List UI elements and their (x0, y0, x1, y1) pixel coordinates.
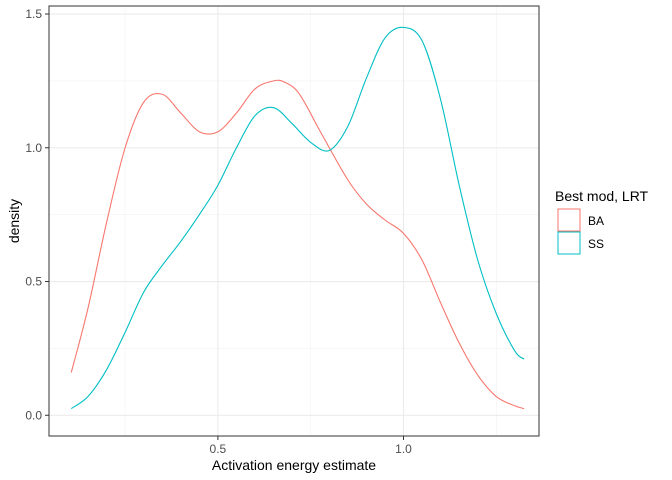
legend-key-ss (557, 231, 581, 255)
panel-background (49, 6, 539, 436)
panel-border (48, 5, 540, 437)
x-tick-label: 0.5 (210, 442, 227, 456)
y-tick-label: 1.0 (25, 141, 42, 155)
axis-ticks: 0.5 1.0 0.0 0.5 1.0 1.5 (25, 7, 412, 456)
x-axis-title: Activation energy estimate (212, 457, 376, 473)
grid (49, 6, 539, 436)
y-tick-label: 1.5 (25, 7, 42, 21)
y-tick-label: 0.5 (25, 275, 42, 289)
legend-title: Best mod, LRT (555, 188, 649, 204)
y-axis-title: density (6, 199, 22, 243)
legend-label-ss: SS (588, 237, 604, 251)
density-line-ba (70, 79, 525, 410)
series-lines (70, 26, 525, 410)
density-line-ss (70, 26, 525, 410)
x-tick-label: 1.0 (395, 442, 412, 456)
legend: Best mod, LRT BA SS (555, 188, 649, 255)
legend-key-ba (557, 208, 581, 232)
legend-label-ba: BA (588, 214, 604, 228)
y-tick-label: 0.0 (25, 408, 42, 422)
